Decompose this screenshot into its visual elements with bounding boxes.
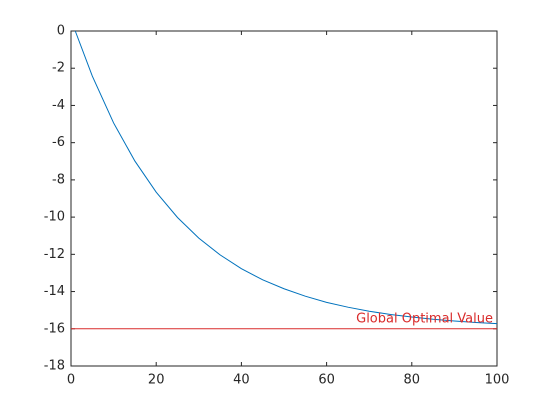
y-tick-label: -18 — [44, 359, 65, 374]
x-tick-label: 0 — [67, 373, 75, 388]
y-tick-label: -14 — [44, 284, 65, 299]
x-tick-label: 80 — [404, 373, 421, 388]
x-tick-label: 20 — [148, 373, 165, 388]
y-tick-label: -4 — [52, 98, 65, 113]
reference-label: Global Optimal Value — [356, 311, 493, 326]
axes-box — [70, 30, 498, 367]
y-tick-label: -10 — [44, 210, 65, 225]
x-tick-label: 100 — [485, 373, 510, 388]
y-tick-label: -2 — [52, 61, 65, 76]
y-tick-label: -16 — [44, 321, 65, 336]
x-tick-label: 40 — [233, 373, 250, 388]
data-line — [74, 30, 498, 325]
y-tick-label: -8 — [52, 172, 65, 187]
y-tick-label: 0 — [57, 24, 65, 39]
y-tick-label: -12 — [44, 247, 65, 262]
y-tick-label: -6 — [52, 135, 65, 150]
x-tick-label: 60 — [318, 373, 335, 388]
